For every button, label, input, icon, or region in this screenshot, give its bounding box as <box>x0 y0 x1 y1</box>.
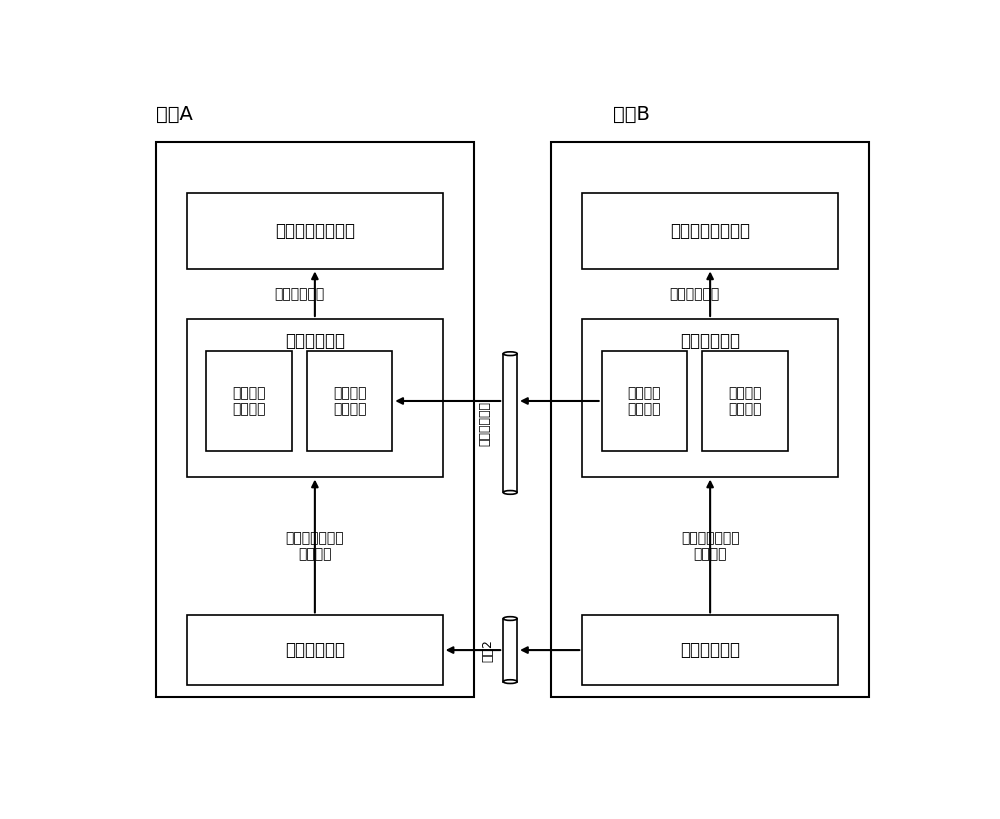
Bar <box>582 615 838 685</box>
Ellipse shape <box>503 352 517 355</box>
Text: 第二步判
决子模块: 第二步判 决子模块 <box>728 386 762 416</box>
Text: 第二步判
决子模块: 第二步判 决子模块 <box>232 386 266 416</box>
Bar <box>307 351 392 451</box>
Ellipse shape <box>503 352 517 355</box>
Text: 额外信息通道: 额外信息通道 <box>479 400 492 446</box>
Text: 节点B: 节点B <box>613 105 650 124</box>
Text: 脑裂判决模块: 脑裂判决模块 <box>680 332 740 350</box>
Text: 第一步判
决子模块: 第一步判 决子模块 <box>333 386 366 416</box>
Text: 节点A: 节点A <box>156 105 193 124</box>
Bar <box>187 319 443 477</box>
Text: 第一步判
决子模块: 第一步判 决子模块 <box>628 386 661 416</box>
Text: 服务控制逻辑模块: 服务控制逻辑模块 <box>670 222 750 240</box>
Text: 心跳通信模块: 心跳通信模块 <box>285 641 345 659</box>
Bar <box>187 615 443 685</box>
Ellipse shape <box>503 491 517 495</box>
Text: 通道2: 通道2 <box>481 639 494 662</box>
Text: 心跳通信模块: 心跳通信模块 <box>680 641 740 659</box>
Text: 上报判决结果: 上报判决结果 <box>274 287 324 301</box>
Ellipse shape <box>503 617 517 621</box>
Text: 上报脑裂事件和
成员列表: 上报脑裂事件和 成员列表 <box>681 531 739 561</box>
Bar <box>702 351 788 451</box>
Bar <box>582 319 838 477</box>
Text: 上报脑裂事件和
成员列表: 上报脑裂事件和 成员列表 <box>286 531 344 561</box>
Bar <box>156 143 474 698</box>
Bar <box>206 351 292 451</box>
Text: 脑裂判决模块: 脑裂判决模块 <box>285 332 345 350</box>
Bar <box>187 193 443 269</box>
Bar <box>551 143 869 698</box>
Text: 服务控制逻辑模块: 服务控制逻辑模块 <box>275 222 355 240</box>
Bar <box>503 618 517 681</box>
Bar <box>503 354 517 492</box>
Ellipse shape <box>503 680 517 684</box>
Text: 上报判决结果: 上报判决结果 <box>670 287 720 301</box>
Bar <box>582 193 838 269</box>
Ellipse shape <box>503 617 517 621</box>
Bar <box>602 351 687 451</box>
